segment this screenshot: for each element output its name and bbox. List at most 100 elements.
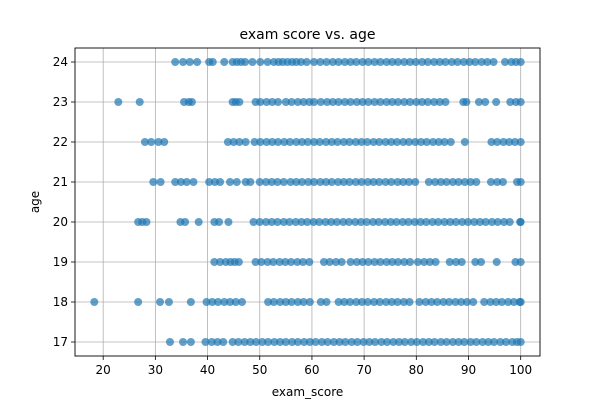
scatter-point [340,58,349,66]
scatter-point [323,98,332,106]
scatter-point [352,98,361,106]
scatter-point [249,218,258,226]
scatter-point [286,138,295,146]
scatter-point [405,178,414,186]
x-axis-label: exam_score [272,385,344,399]
scatter-point [481,218,490,226]
scatter-point [286,178,295,186]
scatter-point [499,138,508,146]
scatter-point [358,298,367,306]
scatter-point [262,218,271,226]
scatter-point [424,178,433,186]
scatter-point [287,258,296,266]
scatter-point [207,338,216,346]
y-tick-label: 21 [53,175,68,189]
x-tick-label: 90 [461,363,476,377]
scatter-point [273,178,282,186]
scatter-point [441,58,450,66]
scatter-point [454,338,463,346]
scatter-point [516,218,525,226]
scatter-point [287,298,296,306]
scatter-point [496,338,505,346]
scatter-point [352,58,361,66]
scatter-point [516,258,525,266]
scatter-point [241,58,250,66]
scatter-point [459,58,468,66]
scatter-point [299,98,308,106]
scatter-point [460,178,469,186]
scatter-point [322,138,331,146]
scatter-point [164,298,173,306]
scatter-point [448,338,457,346]
scatter-point [262,138,271,146]
scatter-point [387,178,396,186]
scatter-point [327,138,336,146]
scatter-point [394,58,403,66]
scatter-point [288,338,297,346]
scatter-point [430,58,439,66]
scatter-point [358,258,367,266]
scatter-point [257,258,266,266]
scatter-point [392,218,401,226]
scatter-point [351,178,360,186]
x-tick-label: 30 [148,363,163,377]
scatter-point [369,178,378,186]
scatter-point [451,258,460,266]
scatter-point [156,298,165,306]
scatter-point [293,258,302,266]
scatter-point [381,178,390,186]
scatter-point [210,258,219,266]
scatter-point [406,58,415,66]
scatter-point [299,298,308,306]
scatter-point [328,58,337,66]
scatter-point [393,298,402,306]
scatter-point [297,218,306,226]
x-tick-label: 70 [356,363,371,377]
scatter-point [305,338,314,346]
scatter-point [381,138,390,146]
scatter-point [451,218,460,226]
scatter-point [498,178,507,186]
scatter-point [357,178,366,186]
scatter-point [492,98,501,106]
scatter-point [264,298,273,306]
scatter-point [134,298,143,306]
scatter-point [371,338,380,346]
scatter-point [484,338,493,346]
scatter-point [388,98,397,106]
y-axis-ticks: 17 18 19 20 21 22 23 24 [53,55,75,349]
scatter-point [365,338,374,346]
scatter-point [231,298,240,306]
scatter-point [234,258,243,266]
scatter-point [466,338,475,346]
scatter-point [351,138,360,146]
scatter-point [405,138,414,146]
scatter-point [352,258,361,266]
scatter-point [303,218,312,226]
scatter-point [510,138,519,146]
plot-frame [74,47,541,357]
scatter-point [406,98,415,106]
scatter-point [492,298,501,306]
scatter-point [433,298,442,306]
scatter-point [481,98,490,106]
scatter-point [376,98,385,106]
scatter-point [407,338,416,346]
scatter-point [208,298,217,306]
scatter-point [383,338,392,346]
scatter-point [386,218,395,226]
scatter-point [357,138,366,146]
scatter-point [362,218,371,226]
y-axis-label: age [28,191,42,213]
scatter-point [154,138,163,146]
scatter-point [310,98,319,106]
scatter-point [411,178,420,186]
scatter-point [262,178,271,186]
scatter-point [246,178,255,186]
x-tick-label: 60 [304,363,319,377]
scatter-point [502,338,511,346]
scatter-point [463,218,472,226]
scatter-point [430,338,439,346]
scatter-point [472,178,481,186]
